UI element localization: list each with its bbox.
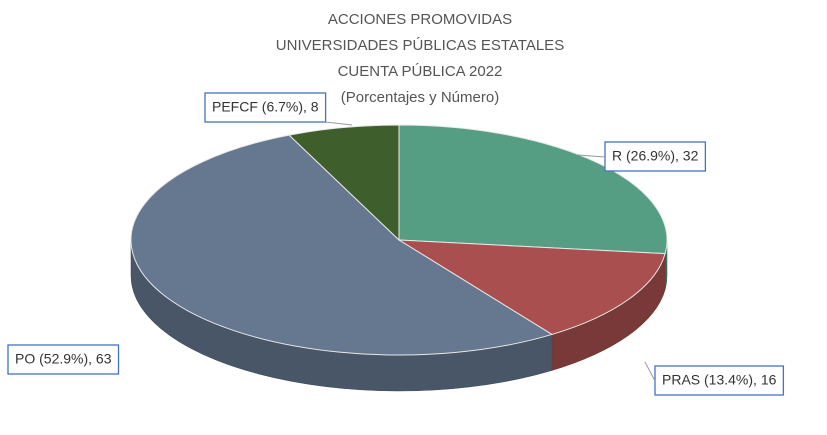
label-box — [604, 141, 707, 172]
data-label: PO (52.9%), 63 — [7, 344, 120, 375]
label-text: PO (52.9%), 63 — [15, 351, 112, 367]
slice — [398, 124, 668, 255]
leader-line — [577, 154, 606, 158]
label-box — [654, 365, 785, 396]
slice — [130, 134, 554, 356]
chart-title: ACCIONES PROMOVIDAS — [328, 11, 512, 28]
chart-subtitle: (Porcentajes y Número) — [341, 89, 499, 106]
label-text: R (26.9%), 32 — [612, 148, 699, 164]
leader-line — [325, 121, 353, 126]
chart-title: CUENTA PÚBLICA 2022 — [338, 63, 503, 80]
label-text: PEFCF (6.7%), 8 — [212, 99, 319, 115]
data-label: PEFCF (6.7%), 8 — [204, 92, 327, 123]
label-text: PRAS (13.4%), 16 — [662, 372, 777, 388]
data-label: R (26.9%), 32 — [604, 141, 707, 172]
label-box — [204, 92, 327, 123]
slice — [288, 124, 400, 242]
data-label: PRAS (13.4%), 16 — [654, 365, 785, 396]
chart-title: UNIVERSIDADES PÚBLICAS ESTATALES — [276, 37, 564, 54]
label-box — [7, 344, 120, 375]
slice — [398, 239, 666, 335]
leader-line — [644, 361, 656, 382]
